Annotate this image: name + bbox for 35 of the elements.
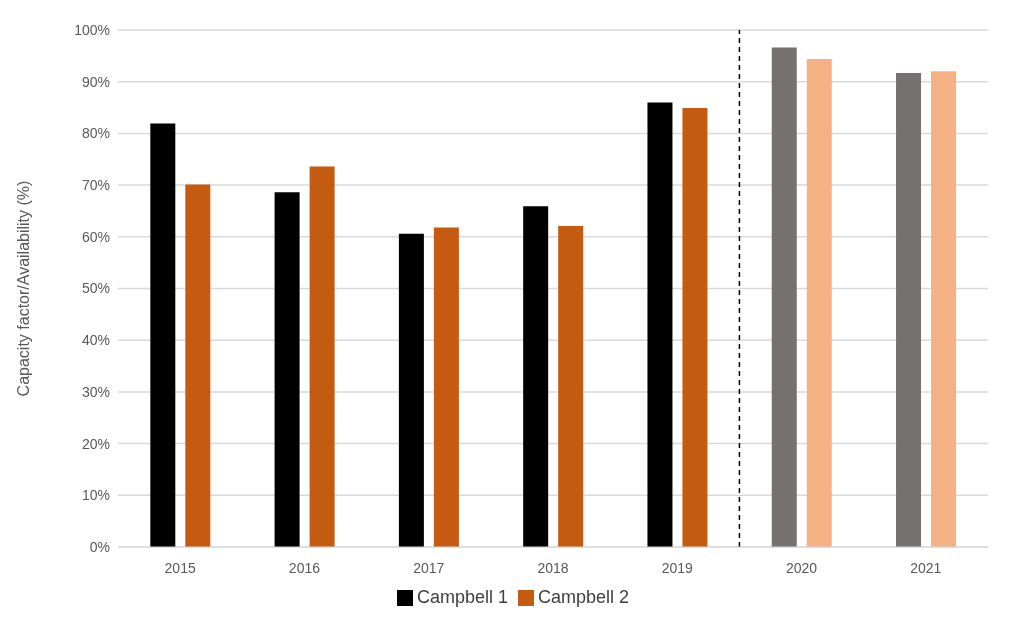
- bar: [523, 206, 549, 547]
- x-tick-label: 2020: [785, 559, 818, 576]
- x-tick-label: 2015: [164, 559, 196, 576]
- x-tick-label: 2018: [537, 559, 569, 576]
- bar: [806, 58, 832, 547]
- x-tick-label: 2017: [413, 559, 445, 576]
- bar: [647, 102, 673, 547]
- bar: [309, 166, 335, 547]
- y-tick-label: 90%: [81, 73, 110, 90]
- x-tick-label: 2016: [288, 559, 321, 576]
- x-tick-label: 2019: [661, 559, 694, 576]
- bar: [433, 227, 459, 547]
- y-tick-label: 60%: [81, 228, 110, 245]
- legend-label: Campbell 1: [416, 587, 508, 607]
- bar: [185, 184, 211, 547]
- y-tick-label: 70%: [81, 177, 110, 194]
- bar: [896, 72, 922, 547]
- y-tick-label: 20%: [81, 435, 110, 452]
- bar: [274, 192, 300, 547]
- bar: [682, 108, 708, 547]
- bar: [558, 225, 584, 547]
- bar: [931, 71, 957, 547]
- x-tick-label: 2021: [910, 559, 942, 576]
- bar: [398, 233, 424, 547]
- y-tick-label: 0%: [89, 538, 110, 555]
- bar: [771, 47, 797, 547]
- bar: [150, 123, 176, 547]
- y-tick-label: 10%: [81, 487, 110, 504]
- y-axis-title: Capacity factor/Availability (%): [14, 180, 32, 397]
- y-tick-label: 100%: [74, 21, 110, 38]
- y-tick-label: 40%: [81, 332, 110, 349]
- y-tick-label: 50%: [81, 280, 110, 297]
- legend-label: Campbell 2: [538, 587, 630, 607]
- y-tick-label: 30%: [81, 383, 110, 400]
- y-tick-label: 80%: [81, 125, 110, 142]
